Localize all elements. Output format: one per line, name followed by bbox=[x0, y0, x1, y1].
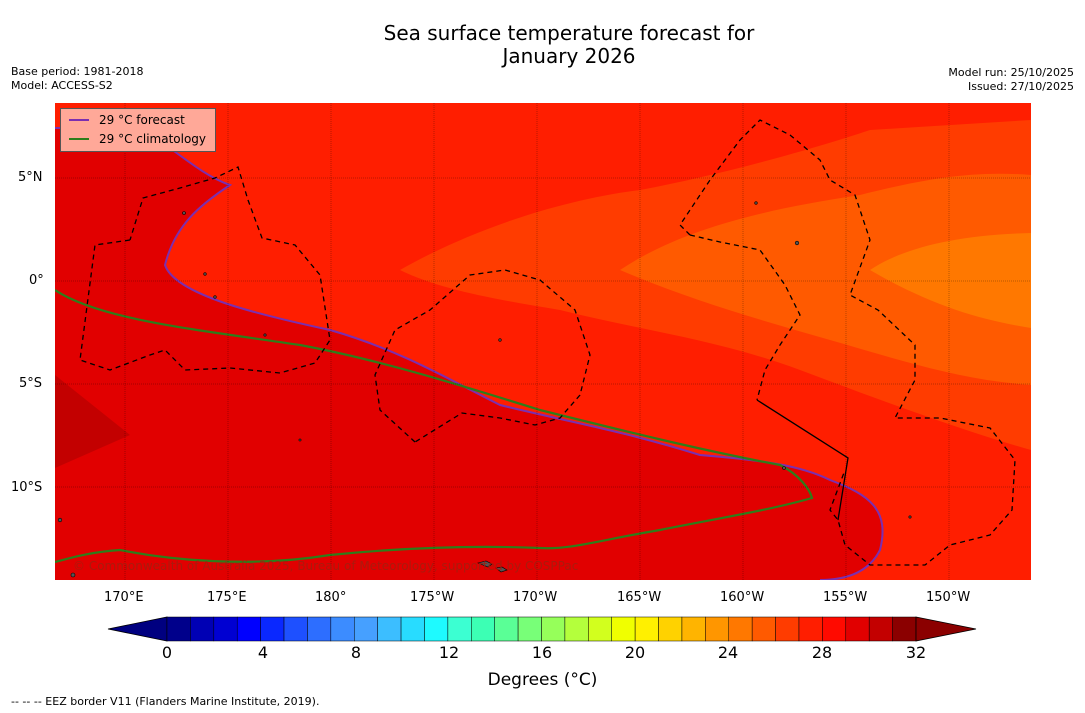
lon-label: 150°W bbox=[926, 590, 971, 605]
gridlines bbox=[55, 103, 1031, 580]
model-run: Model run: 25/10/2025 bbox=[948, 66, 1074, 79]
map-title: Sea surface temperature forecast for Jan… bbox=[0, 22, 1085, 68]
title-line-2: January 2026 bbox=[502, 44, 636, 68]
colorbar-label: Degrees (°C) bbox=[487, 670, 598, 690]
colorbar-swatch bbox=[634, 616, 659, 642]
legend-forecast-label: 29 °C forecast bbox=[99, 113, 185, 127]
lon-label: 170°W bbox=[513, 590, 558, 605]
map-legend: 29 °C forecast 29 °C climatology bbox=[60, 108, 216, 152]
colorbar-tick: 20 bbox=[624, 643, 646, 662]
issued-date: Issued: 27/10/2025 bbox=[967, 80, 1074, 93]
colorbar-swatch bbox=[377, 616, 402, 642]
colorbar bbox=[107, 616, 977, 642]
colorbar-swatch bbox=[892, 616, 917, 642]
base-period: Base period: 1981-2018 bbox=[11, 65, 144, 78]
colorbar-swatch bbox=[588, 616, 612, 642]
forecast-line-swatch bbox=[69, 119, 89, 121]
colorbar-swatch bbox=[611, 616, 636, 642]
lon-label: 175°W bbox=[410, 590, 455, 605]
colorbar-swatch bbox=[166, 616, 191, 642]
copyright-notice: © Commonwealth of Australia 2025, Bureau… bbox=[73, 559, 579, 573]
colorbar-tick: 16 bbox=[531, 643, 553, 662]
legend-forecast: 29 °C forecast bbox=[69, 112, 185, 128]
colorbar-swatch bbox=[283, 616, 308, 642]
colorbar-swatch bbox=[471, 616, 495, 642]
colorbar-swatch bbox=[307, 616, 332, 642]
right-info: Model run: 25/10/2025 Issued: 27/10/2025 bbox=[948, 66, 1074, 94]
lon-label: 155°W bbox=[823, 590, 868, 605]
colorbar-swatch bbox=[728, 616, 753, 642]
colorbar-tick: 32 bbox=[905, 643, 927, 662]
colorbar-swatch bbox=[236, 616, 261, 642]
colorbar-swatch bbox=[330, 616, 355, 642]
lon-label: 160°W bbox=[720, 590, 765, 605]
colorbar-tick: 4 bbox=[257, 643, 269, 662]
colorbar-swatch bbox=[424, 616, 449, 642]
title-line-1: Sea surface temperature forecast for bbox=[383, 21, 755, 45]
colorbar-swatch bbox=[798, 616, 823, 642]
colorbar-swatch bbox=[541, 616, 566, 642]
colorbar-tick: 0 bbox=[161, 643, 173, 662]
lat-label: 0° bbox=[29, 273, 44, 288]
colorbar-swatch bbox=[658, 616, 683, 642]
lon-label: 175°E bbox=[207, 590, 247, 605]
colorbar-swatch bbox=[564, 616, 589, 642]
colorbar-swatch bbox=[868, 616, 893, 642]
model-name: Model: ACCESS-S2 bbox=[11, 79, 113, 92]
colorbar-swatch bbox=[517, 616, 542, 642]
legend-climatology: 29 °C climatology bbox=[69, 131, 206, 147]
colorbar-swatch bbox=[705, 616, 729, 642]
colorbar-low-arrow bbox=[107, 616, 168, 642]
colorbar-swatch bbox=[845, 616, 870, 642]
colorbar-swatch bbox=[775, 616, 800, 642]
colorbar-swatch bbox=[190, 616, 215, 642]
climatology-line-swatch bbox=[69, 138, 89, 140]
colorbar-tick: 12 bbox=[438, 643, 460, 662]
colorbar-high-arrow bbox=[915, 616, 977, 642]
colorbar-tick: 8 bbox=[350, 643, 362, 662]
colorbar-swatch bbox=[260, 616, 285, 642]
colorbar-swatch bbox=[213, 616, 238, 642]
lon-label: 170°E bbox=[104, 590, 144, 605]
lat-label: 5°N bbox=[18, 170, 43, 185]
lon-label: 180° bbox=[315, 590, 347, 605]
sst-fill bbox=[55, 103, 1031, 580]
lon-label: 165°W bbox=[617, 590, 662, 605]
eez-footer-note: -- -- -- EEZ border V11 (Flanders Marine… bbox=[11, 695, 320, 708]
colorbar-swatch bbox=[751, 616, 776, 642]
colorbar-swatch bbox=[354, 616, 378, 642]
colorbar-swatch bbox=[447, 616, 472, 642]
lat-label: 5°S bbox=[19, 376, 43, 391]
colorbar-swatch bbox=[400, 616, 425, 642]
colorbar-swatch bbox=[822, 616, 847, 642]
colorbar-swatch bbox=[494, 616, 519, 642]
legend-climatology-label: 29 °C climatology bbox=[99, 132, 207, 146]
colorbar-swatch bbox=[681, 616, 706, 642]
lat-label: 10°S bbox=[11, 480, 43, 495]
colorbar-tick: 28 bbox=[811, 643, 833, 662]
colorbar-tick: 24 bbox=[717, 643, 739, 662]
left-info: Base period: 1981-2018 Model: ACCESS-S2 bbox=[11, 65, 143, 93]
